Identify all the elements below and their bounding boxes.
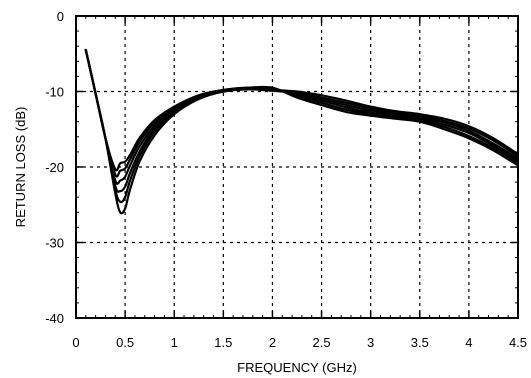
series-group	[84, 48, 518, 215]
x-tick-label: 0.5	[116, 335, 134, 350]
series-line-4	[84, 48, 518, 185]
y-tick-label: 0	[57, 9, 64, 24]
x-tick-label: 1	[171, 335, 178, 350]
y-axis-title: RETURN LOSS (dB)	[13, 107, 28, 228]
x-tick-label: 4.5	[509, 335, 527, 350]
series-line-5	[84, 48, 518, 178]
y-tick-label: -30	[45, 236, 64, 251]
x-tick-label: 3.5	[411, 335, 429, 350]
x-tick-label: 0	[72, 335, 79, 350]
series-line-6	[84, 48, 518, 172]
axis-ticks: 0 0.5 1 1.5 2 2.5 3 3.5 4 4.5 0 -10 -20 -30 -40	[45, 9, 527, 350]
x-tick-label: 4	[465, 335, 472, 350]
x-axis-title: FREQUENCY (GHz)	[237, 360, 357, 375]
grid-lines	[76, 16, 518, 318]
y-tick-label: -40	[45, 311, 64, 326]
plot-frame	[75, 15, 519, 319]
x-tick-label: 2	[269, 335, 276, 350]
x-tick-label: 1.5	[214, 335, 232, 350]
x-tick-label: 3	[367, 335, 374, 350]
x-tick-label: 2.5	[313, 335, 331, 350]
y-tick-label: -20	[45, 160, 64, 175]
y-tick-label: -10	[45, 85, 64, 100]
